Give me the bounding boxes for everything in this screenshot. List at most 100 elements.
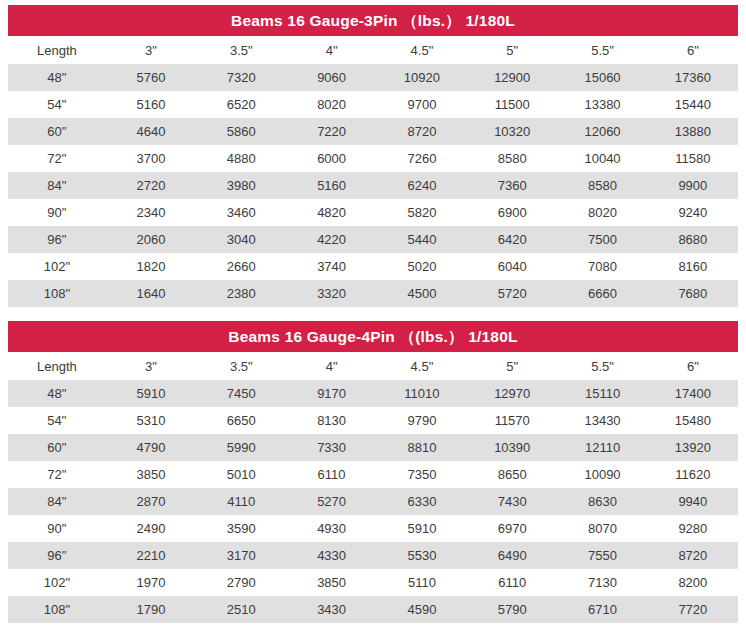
capacity-value-cell: 4880	[196, 145, 286, 172]
capacity-value-cell: 7720	[648, 596, 738, 623]
capacity-value-cell: 3170	[196, 542, 286, 569]
capacity-value-cell: 5910	[106, 380, 196, 407]
capacity-value-cell: 11580	[648, 145, 738, 172]
capacity-value-cell: 7130	[557, 569, 647, 596]
capacity-value-cell: 11010	[377, 380, 467, 407]
capacity-value-cell: 2380	[196, 280, 286, 307]
table-title-3pin: Beams 16 Gauge-3Pin （lbs.） 1/180L	[8, 5, 738, 36]
capacity-value-cell: 9940	[648, 488, 738, 515]
capacity-value-cell: 10090	[557, 461, 647, 488]
capacity-value-cell: 8200	[648, 569, 738, 596]
table-row: 96"2210317043305530649075508720	[8, 542, 738, 569]
table-row: 60"4790599073308810103901211013920	[8, 434, 738, 461]
capacity-value-cell: 9900	[648, 172, 738, 199]
capacity-value-cell: 12970	[467, 380, 557, 407]
capacity-value-cell: 12110	[557, 434, 647, 461]
capacity-value-cell: 3320	[286, 280, 376, 307]
table-row: 48"57607320906010920129001506017360	[8, 64, 738, 91]
capacity-value-cell: 6970	[467, 515, 557, 542]
row-length-label: 96"	[8, 542, 106, 569]
capacity-value-cell: 5310	[106, 407, 196, 434]
capacity-value-cell: 4640	[106, 118, 196, 145]
capacity-value-cell: 5760	[106, 64, 196, 91]
table-row: 48"59107450917011010129701511017400	[8, 380, 738, 407]
capacity-value-cell: 7430	[467, 488, 557, 515]
row-length-label: 96"	[8, 226, 106, 253]
capacity-value-cell: 12900	[467, 64, 557, 91]
table-body: 48"5760732090601092012900150601736054"51…	[8, 64, 738, 307]
row-length-label: 108"	[8, 280, 106, 307]
beams-3pin-table-block: Beams 16 Gauge-3Pin （lbs.） 1/180L Length…	[8, 5, 738, 307]
column-header-width: 6"	[648, 36, 738, 64]
capacity-value-cell: 5160	[286, 172, 376, 199]
capacity-value-cell: 4220	[286, 226, 376, 253]
capacity-value-cell: 2510	[196, 596, 286, 623]
capacity-value-cell: 8630	[557, 488, 647, 515]
row-length-label: 48"	[8, 380, 106, 407]
capacity-value-cell: 5160	[106, 91, 196, 118]
capacity-value-cell: 2060	[106, 226, 196, 253]
capacity-value-cell: 3700	[106, 145, 196, 172]
capacity-value-cell: 5820	[377, 199, 467, 226]
capacity-value-cell: 3590	[196, 515, 286, 542]
capacity-value-cell: 15480	[648, 407, 738, 434]
table-row: 72"370048806000726085801004011580	[8, 145, 738, 172]
capacity-value-cell: 3430	[286, 596, 376, 623]
capacity-value-cell: 7080	[557, 253, 647, 280]
row-length-label: 48"	[8, 64, 106, 91]
capacity-value-cell: 6490	[467, 542, 557, 569]
capacity-value-cell: 4110	[196, 488, 286, 515]
row-length-label: 54"	[8, 91, 106, 118]
capacity-value-cell: 8580	[557, 172, 647, 199]
capacity-value-cell: 1820	[106, 253, 196, 280]
capacity-value-cell: 5110	[377, 569, 467, 596]
column-header-width: 6"	[648, 352, 738, 380]
row-length-label: 60"	[8, 434, 106, 461]
row-length-label: 72"	[8, 461, 106, 488]
capacity-value-cell: 5720	[467, 280, 557, 307]
table-header-row: Length3"3.5"4"4.5"5"5.5"6"	[8, 36, 738, 64]
capacity-value-cell: 3850	[106, 461, 196, 488]
capacity-value-cell: 15440	[648, 91, 738, 118]
capacity-value-cell: 7500	[557, 226, 647, 253]
table-row: 54"5310665081309790115701343015480	[8, 407, 738, 434]
capacity-value-cell: 1640	[106, 280, 196, 307]
capacity-value-cell: 3460	[196, 199, 286, 226]
table-row: 96"2060304042205440642075008680	[8, 226, 738, 253]
capacity-value-cell: 5530	[377, 542, 467, 569]
capacity-value-cell: 10040	[557, 145, 647, 172]
capacity-value-cell: 8720	[377, 118, 467, 145]
capacity-value-cell: 17360	[648, 64, 738, 91]
capacity-value-cell: 15060	[557, 64, 647, 91]
column-header-width: 4"	[286, 352, 376, 380]
capacity-value-cell: 3740	[286, 253, 376, 280]
capacity-value-cell: 6000	[286, 145, 376, 172]
column-header-length: Length	[8, 352, 106, 380]
capacity-value-cell: 3040	[196, 226, 286, 253]
capacity-value-cell: 9790	[377, 407, 467, 434]
capacity-value-cell: 11570	[467, 407, 557, 434]
capacity-value-cell: 3980	[196, 172, 286, 199]
capacity-value-cell: 6330	[377, 488, 467, 515]
capacity-value-cell: 1970	[106, 569, 196, 596]
capacity-value-cell: 9170	[286, 380, 376, 407]
capacity-value-cell: 5010	[196, 461, 286, 488]
capacity-value-cell: 2490	[106, 515, 196, 542]
capacity-value-cell: 6110	[467, 569, 557, 596]
capacity-value-cell: 7550	[557, 542, 647, 569]
capacity-value-cell: 2340	[106, 199, 196, 226]
capacity-value-cell: 11500	[467, 91, 557, 118]
row-length-label: 84"	[8, 488, 106, 515]
capacity-value-cell: 5790	[467, 596, 557, 623]
capacity-value-cell: 9280	[648, 515, 738, 542]
capacity-value-cell: 5860	[196, 118, 286, 145]
capacity-value-cell: 7680	[648, 280, 738, 307]
row-length-label: 108"	[8, 596, 106, 623]
beams-4pin-table-block: Beams 16 Gauge-4Pin （(lbs.） 1/180L Lengt…	[8, 321, 738, 623]
capacity-value-cell: 6650	[196, 407, 286, 434]
capacity-value-cell: 7320	[196, 64, 286, 91]
page-bottom-rule	[8, 622, 738, 623]
catalog-page: Beams 16 Gauge-3Pin （lbs.） 1/180L Length…	[0, 0, 746, 626]
capacity-value-cell: 6240	[377, 172, 467, 199]
capacity-value-cell: 6900	[467, 199, 557, 226]
